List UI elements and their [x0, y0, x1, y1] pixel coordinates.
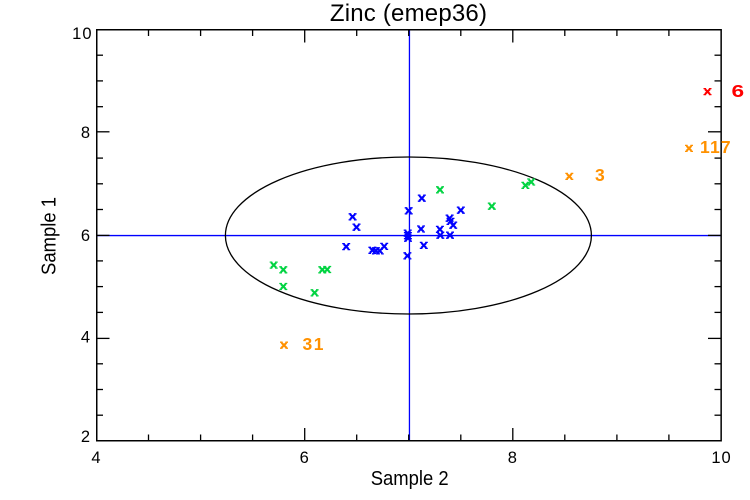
- svg-text:4: 4: [91, 449, 101, 467]
- svg-text:2: 2: [81, 428, 91, 446]
- svg-text:Zinc (emep36): Zinc (emep36): [330, 0, 487, 27]
- svg-text:31: 31: [303, 334, 325, 354]
- svg-text:10: 10: [72, 25, 92, 43]
- svg-text:4: 4: [81, 329, 91, 347]
- svg-text:6: 6: [300, 449, 310, 467]
- svg-text:Sample 2: Sample 2: [371, 467, 449, 490]
- svg-text:8: 8: [81, 124, 91, 142]
- svg-text:3: 3: [595, 165, 605, 185]
- svg-text:6: 6: [81, 227, 91, 245]
- svg-text:10: 10: [711, 449, 731, 467]
- svg-text:8: 8: [508, 449, 518, 467]
- svg-text:Sample 1: Sample 1: [38, 197, 61, 275]
- svg-text:6: 6: [732, 82, 745, 101]
- svg-text:117: 117: [700, 137, 732, 157]
